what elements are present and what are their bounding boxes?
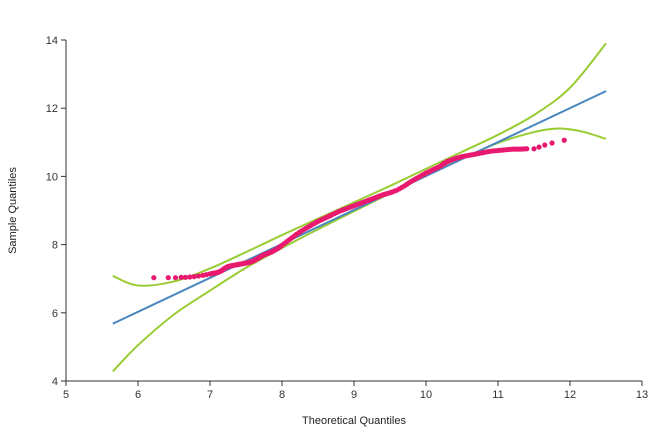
data-point-fill <box>349 204 355 210</box>
data-point <box>182 274 189 280</box>
data-point-fill <box>500 147 506 153</box>
data-point <box>178 274 184 280</box>
data-point-fill <box>521 146 528 152</box>
data-point-fill <box>514 146 520 152</box>
y-tick-label: 10 <box>46 171 58 183</box>
x-tick-label: 7 <box>207 389 213 401</box>
y-tick-label: 14 <box>46 35 58 47</box>
data-point <box>536 144 542 150</box>
x-tick-label: 11 <box>492 389 503 401</box>
data-points-layer <box>151 137 567 281</box>
reference-line-layer <box>112 90 607 325</box>
data-point-fill <box>327 213 333 219</box>
data-point <box>172 275 179 281</box>
reference-line <box>112 90 607 325</box>
data-point <box>151 275 157 281</box>
data-point <box>187 274 193 280</box>
data-point <box>542 142 548 148</box>
y-tick-label: 6 <box>52 308 58 320</box>
data-point <box>549 140 555 146</box>
data-point-fill <box>320 216 326 222</box>
axes-layer: 5 6 7 8 9 10 11 12 13 4 6 8 10 12 14 <box>46 35 648 401</box>
data-point-fill <box>457 154 463 160</box>
data-point-fill <box>413 175 419 182</box>
data-point <box>165 275 171 281</box>
data-point <box>195 273 202 279</box>
confidence-band-lower-curve <box>112 127 607 373</box>
data-point-fill <box>291 233 297 239</box>
data-point <box>191 274 197 280</box>
y-axis-title: Sample Quantiles <box>7 167 19 254</box>
data-point-fill <box>284 239 290 245</box>
data-point-fill <box>298 228 304 234</box>
data-point-fill <box>341 206 347 212</box>
x-axis-title: Theoretical Quantiles <box>302 415 406 427</box>
data-point-fill <box>428 168 434 174</box>
data-point <box>531 146 537 152</box>
data-point-fill <box>507 146 513 152</box>
confidence-band-upper-curve <box>112 42 607 287</box>
data-point-fill <box>485 149 491 155</box>
x-tick-label: 8 <box>279 389 285 401</box>
data-point-fill <box>385 190 391 197</box>
data-point-fill <box>421 171 427 177</box>
data-point-fill <box>399 184 405 190</box>
data-point-fill <box>305 224 311 230</box>
data-point-fill <box>377 193 383 199</box>
data-point-fill <box>392 188 398 194</box>
x-tick-label: 6 <box>135 389 141 401</box>
data-point-fill <box>278 243 284 249</box>
data-point-fill <box>370 195 376 202</box>
x-tick-label: 5 <box>63 389 69 401</box>
data-point-fill <box>356 201 362 207</box>
x-tick-label: 9 <box>351 389 357 401</box>
y-tick-label: 4 <box>52 376 58 388</box>
data-point-fill <box>449 156 455 163</box>
data-point-fill <box>334 209 340 215</box>
data-point-fill <box>464 153 470 159</box>
data-point-fill <box>478 150 484 156</box>
data-point-fill <box>363 198 369 204</box>
x-tick-label: 12 <box>564 389 576 401</box>
x-tick-label: 13 <box>636 389 648 401</box>
data-point-fill <box>406 180 412 186</box>
y-tick-label: 8 <box>52 240 58 252</box>
data-point-fill <box>471 151 477 157</box>
data-point <box>561 137 567 143</box>
data-point-fill <box>313 220 319 226</box>
y-tick-label: 12 <box>46 103 58 115</box>
data-point-fill <box>493 148 499 154</box>
x-tick-label: 10 <box>420 389 432 401</box>
